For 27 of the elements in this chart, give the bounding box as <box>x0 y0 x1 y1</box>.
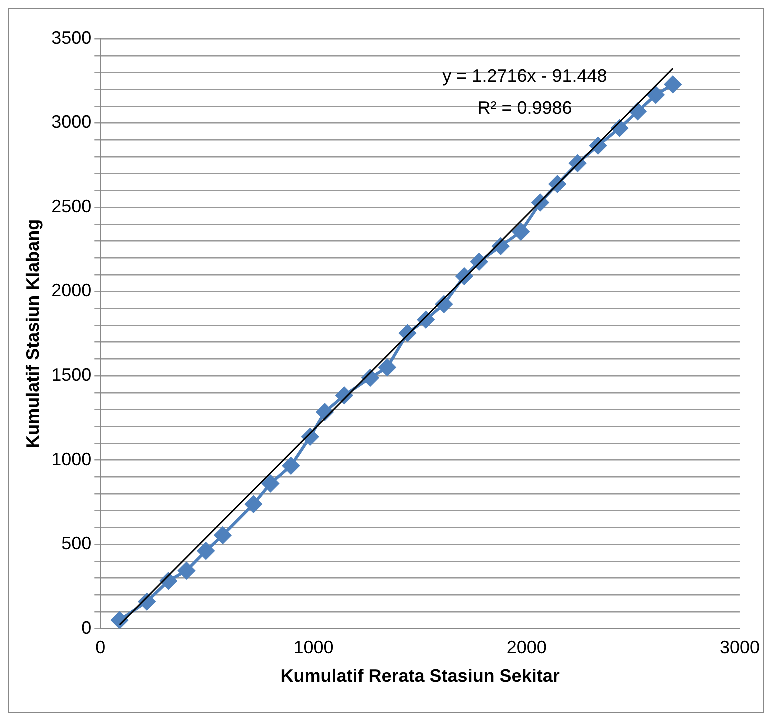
y-tick-label: 3500 <box>52 28 92 48</box>
y-tick-label: 1000 <box>52 449 92 470</box>
point <box>378 359 396 376</box>
x-tick-label: 1000 <box>294 638 334 658</box>
point <box>198 542 215 560</box>
point <box>648 86 665 104</box>
point <box>282 458 300 475</box>
point <box>512 223 530 240</box>
x-tick-label: 2000 <box>506 638 547 658</box>
x-tick-label: 0 <box>96 638 106 658</box>
point <box>629 103 646 120</box>
annotation: R² = 0.9986 <box>478 98 572 118</box>
point <box>262 475 280 492</box>
x-tick-label: 3000 <box>720 638 760 658</box>
y-tick-label: 2000 <box>52 280 92 301</box>
y-axis-title: Kumulatif Stasiun Klabang <box>22 219 43 448</box>
y-tick-label: 3000 <box>52 112 92 132</box>
y-tick-label: 0 <box>82 618 92 638</box>
point <box>245 496 262 513</box>
annotation: y = 1.2716x - 91.448 <box>442 66 608 86</box>
y-tick-label: 500 <box>62 534 92 554</box>
point <box>214 526 232 544</box>
x-axis-title: Kumulatif Rerata Stasiun Sekitar <box>280 666 560 686</box>
y-tick-label: 2500 <box>52 196 92 216</box>
point <box>664 76 682 94</box>
y-tick-label: 1500 <box>52 364 92 385</box>
point <box>178 562 196 580</box>
